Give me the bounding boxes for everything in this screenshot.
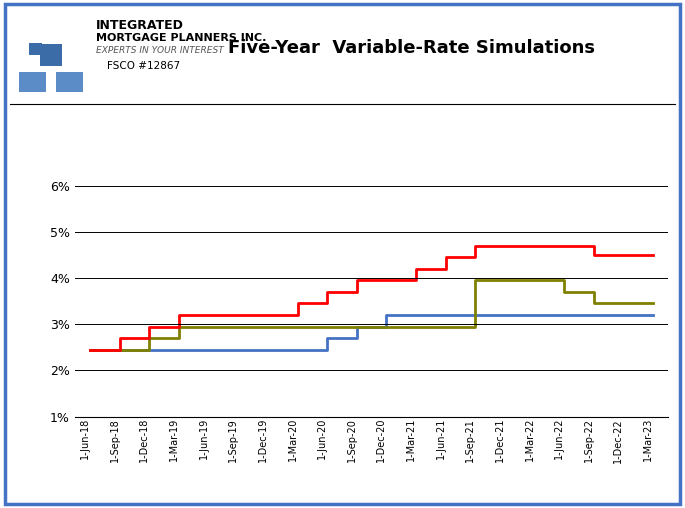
Text: Five-Year  Variable-Rate Simulations: Five-Year Variable-Rate Simulations xyxy=(227,39,595,57)
Bar xyxy=(18,72,46,91)
Simulation 2 xyxy=(234,324,242,330)
Bar xyxy=(56,72,84,91)
Simulation 1 xyxy=(264,346,272,353)
Simulation 3 xyxy=(590,252,598,258)
Simulation 1 xyxy=(382,312,390,318)
Simulation 2 xyxy=(145,335,153,341)
Simulation 2 xyxy=(619,300,627,306)
Simulation 1 xyxy=(116,346,124,353)
Simulation 3 xyxy=(471,243,480,249)
Simulation 1 xyxy=(293,346,301,353)
Simulation 2 xyxy=(501,277,509,283)
Text: EXPERTS IN YOUR INTEREST: EXPERTS IN YOUR INTEREST xyxy=(96,46,223,55)
Simulation 2 xyxy=(264,324,272,330)
Simulation 1 xyxy=(530,312,538,318)
Simulation 1 xyxy=(145,346,153,353)
Simulation 3 xyxy=(145,324,153,330)
Simulation 3 xyxy=(530,243,538,249)
Simulation 1 xyxy=(412,312,420,318)
Simulation 3 xyxy=(560,243,569,249)
Simulation 2 xyxy=(293,324,301,330)
Bar xyxy=(40,44,62,67)
Simulation 2 xyxy=(649,300,657,306)
Simulation 2 xyxy=(471,277,480,283)
Text: MORTGAGE PLANNERS INC.: MORTGAGE PLANNERS INC. xyxy=(96,33,266,43)
Simulation 1 xyxy=(590,312,598,318)
Simulation 2 xyxy=(382,324,390,330)
Simulation 1 xyxy=(560,312,569,318)
Simulation 3 xyxy=(649,252,657,258)
Simulation 3 xyxy=(86,346,95,353)
Simulation 2 xyxy=(116,346,124,353)
Text: FSCO #12867: FSCO #12867 xyxy=(108,61,180,71)
Simulation 1 xyxy=(442,312,450,318)
Simulation 1 xyxy=(471,312,480,318)
Simulation 2 xyxy=(353,324,361,330)
Text: INTEGRATED: INTEGRATED xyxy=(96,19,184,32)
Simulation 1 xyxy=(501,312,509,318)
Polygon shape xyxy=(26,17,76,67)
Simulation 2 xyxy=(323,324,332,330)
Simulation 2 xyxy=(86,346,95,353)
Simulation 3 xyxy=(353,277,361,283)
Simulation 2 xyxy=(560,289,569,295)
Simulation 3 xyxy=(116,335,124,341)
Simulation 1 xyxy=(619,312,627,318)
Simulation 2 xyxy=(530,277,538,283)
Simulation 3 xyxy=(175,312,183,318)
Simulation 3 xyxy=(234,312,242,318)
Simulation 2 xyxy=(590,300,598,306)
Simulation 3 xyxy=(264,312,272,318)
Simulation 1 xyxy=(86,346,95,353)
Line: Simulation 1: Simulation 1 xyxy=(90,315,653,350)
Simulation 2 xyxy=(412,324,420,330)
Line: Simulation 2: Simulation 2 xyxy=(90,280,653,350)
Simulation 1 xyxy=(353,324,361,330)
Simulation 3 xyxy=(412,266,420,272)
Line: Simulation 3: Simulation 3 xyxy=(90,246,653,350)
Simulation 2 xyxy=(442,324,450,330)
Simulation 3 xyxy=(382,277,390,283)
Bar xyxy=(18,72,46,91)
Simulation 3 xyxy=(501,243,509,249)
Simulation 3 xyxy=(205,312,213,318)
Simulation 1 xyxy=(205,346,213,353)
Simulation 3 xyxy=(619,252,627,258)
Simulation 1 xyxy=(649,312,657,318)
Bar xyxy=(56,72,84,91)
Simulation 1 xyxy=(234,346,242,353)
Simulation 3 xyxy=(293,300,301,306)
Simulation 2 xyxy=(205,324,213,330)
Simulation 1 xyxy=(175,346,183,353)
Bar xyxy=(29,43,42,55)
Simulation 3 xyxy=(442,254,450,260)
Simulation 3 xyxy=(323,289,332,295)
Simulation 2 xyxy=(175,324,183,330)
Simulation 1 xyxy=(323,335,332,341)
